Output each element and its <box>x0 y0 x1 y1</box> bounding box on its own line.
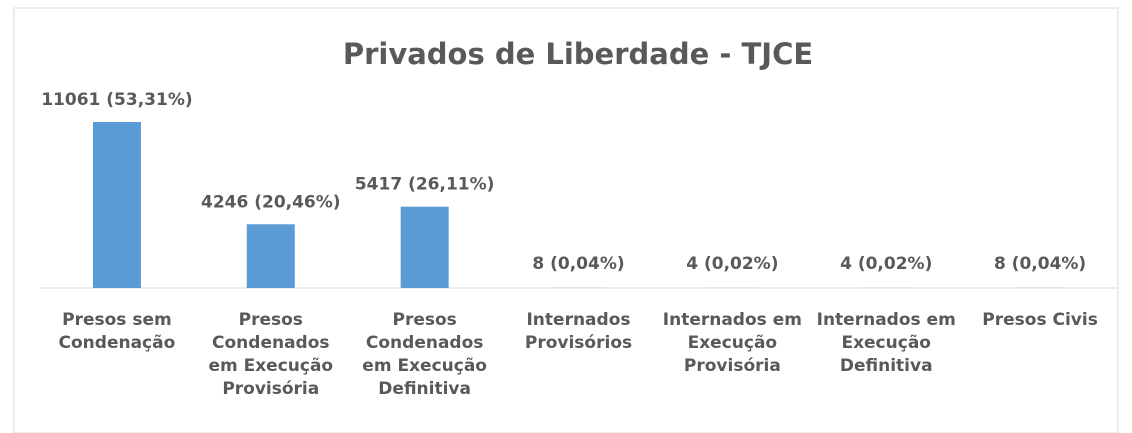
data-label: 4 (0,02%) <box>686 254 778 274</box>
x-tick-label: Internados em Execução Provisória <box>663 310 802 376</box>
data-label: 5417 (26,11%) <box>355 175 495 195</box>
bar <box>246 224 295 288</box>
x-tick-label: Presos Civis <box>982 310 1098 330</box>
x-tick-label: Internados Provisórios <box>525 310 632 353</box>
bar <box>92 122 141 288</box>
x-tick-label: Presos sem Condenação <box>59 310 176 353</box>
x-tick-label: Internados em Execução Definitiva <box>817 310 956 376</box>
data-label: 4246 (20,46%) <box>201 192 341 212</box>
data-label: 11061 (53,31%) <box>41 90 192 110</box>
x-tick-label: Presos Condenados em Execução Definitiva <box>362 310 487 399</box>
chart-title: Privados de Liberdade - TJCE <box>343 37 813 71</box>
bar <box>400 206 449 288</box>
data-label: 8 (0,04%) <box>994 254 1086 274</box>
chart-frame <box>13 7 1119 433</box>
data-label: 4 (0,02%) <box>840 254 932 274</box>
data-label: 8 (0,04%) <box>532 254 624 274</box>
x-tick-label: Presos Condenados em Execução Provisória <box>208 310 333 399</box>
